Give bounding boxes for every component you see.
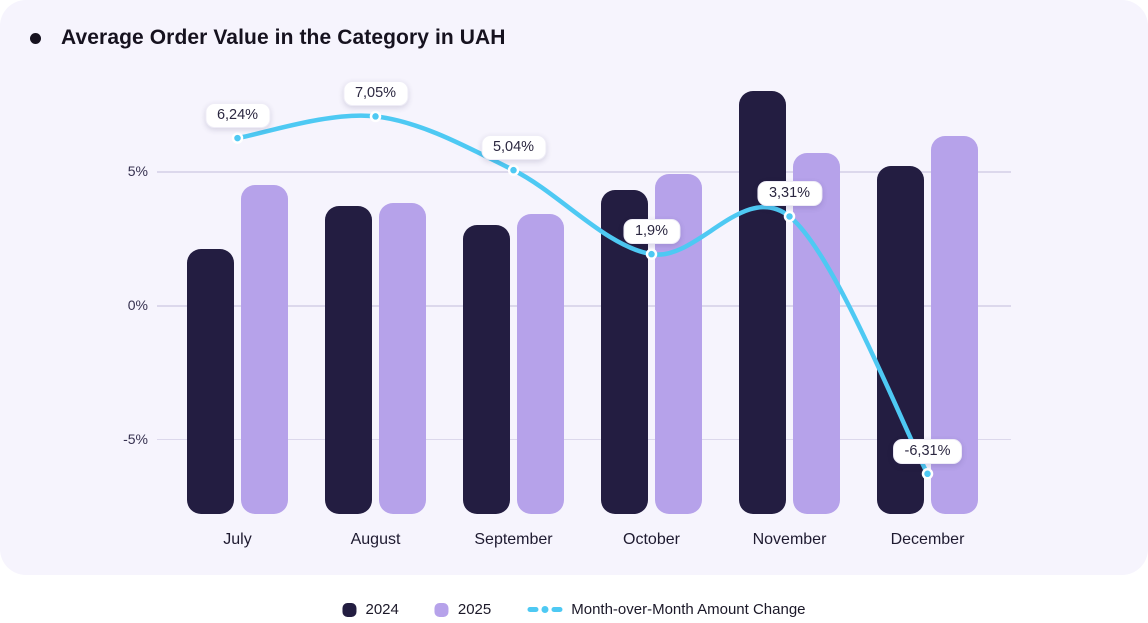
month-label: August	[350, 531, 401, 548]
bar-2025-august	[379, 203, 426, 514]
chart-header: Average Order Value in the Category in U…	[30, 26, 506, 50]
legend: 2024 2025 Month-over-Month Amount Change	[342, 601, 806, 618]
bar-2024-november	[739, 91, 786, 514]
legend-label: 2024	[365, 601, 399, 618]
bar-2024-august	[325, 206, 372, 514]
legend-item-mom-change[interactable]: Month-over-Month Amount Change	[527, 601, 806, 618]
month-label: October	[623, 531, 680, 548]
dash-dot-line-icon	[527, 606, 563, 613]
month-label: July	[223, 531, 252, 548]
legend-swatch-2025	[434, 602, 449, 617]
line-point	[231, 132, 244, 144]
month-label: September	[474, 531, 553, 548]
chart-card: Average Order Value in the Category in U…	[0, 0, 1148, 575]
bar-2024-september	[463, 224, 510, 514]
line-point	[507, 164, 520, 176]
month-label: November	[752, 531, 827, 548]
value-label-pill: -6,31%	[892, 438, 963, 464]
value-label-pill: 6,24%	[204, 103, 271, 129]
y-axis-tick-label: 0%	[127, 297, 148, 313]
legend-item-2025[interactable]: 2025	[434, 601, 492, 618]
value-label-pill: 7,05%	[342, 81, 409, 107]
bar-2024-july	[187, 248, 234, 514]
month-label: December	[890, 531, 965, 548]
bar-2025-november	[793, 152, 840, 514]
y-axis-tick-label: -5%	[123, 430, 148, 447]
chart-title: Average Order Value in the Category in U…	[61, 26, 506, 49]
value-label-pill: 5,04%	[480, 135, 547, 161]
line-point	[369, 110, 382, 123]
legend-item-2024[interactable]: 2024	[342, 601, 399, 618]
value-label-pill: 1,9%	[622, 219, 681, 245]
legend-label: 2025	[457, 601, 492, 618]
y-axis-tick-label: 5%	[127, 163, 148, 180]
value-label-pill: 3,31%	[756, 181, 823, 207]
legend-label: Month-over-Month Amount Change	[571, 601, 806, 618]
bar-2025-july	[241, 184, 288, 514]
bullet-icon	[30, 32, 41, 44]
legend-swatch-2024	[342, 602, 357, 617]
bar-2025-september	[517, 214, 564, 514]
